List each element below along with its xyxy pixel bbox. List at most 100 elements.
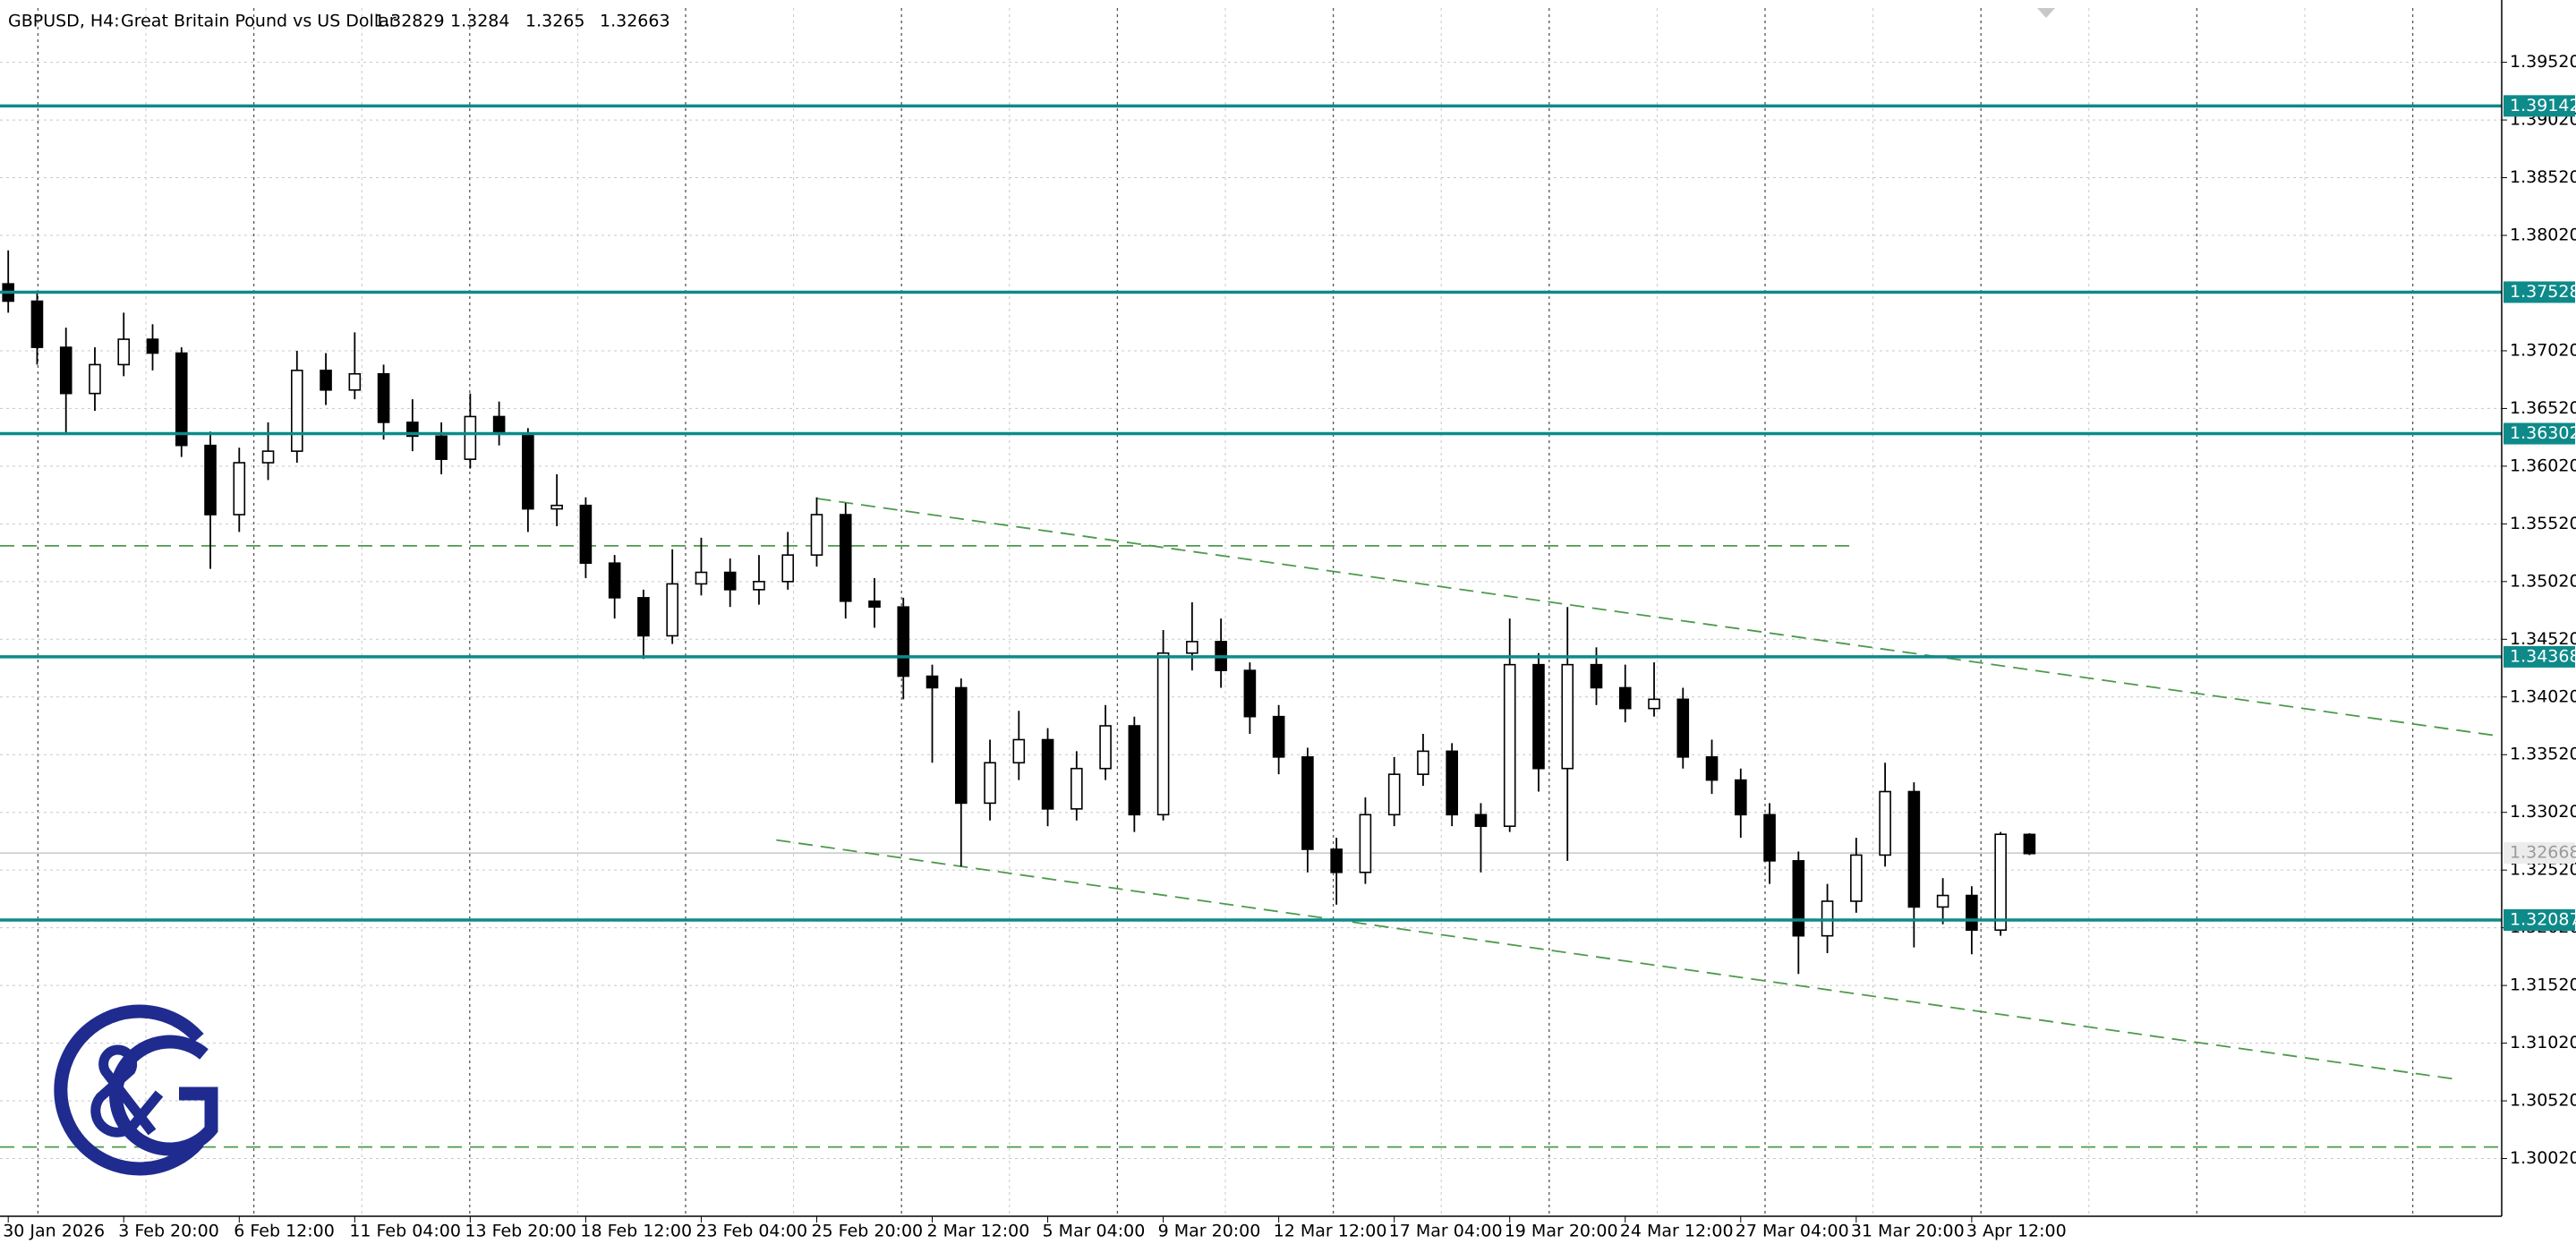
header-value: 1.3284: [450, 12, 509, 31]
candle-body: [1099, 725, 1112, 770]
y-tick-label: 1.33020: [2510, 802, 2576, 822]
candle-body: [1648, 698, 1660, 710]
x-tick-label: 24 Mar 12:00: [1620, 1222, 1734, 1241]
candle-body: [1474, 814, 1488, 827]
x-tick-label: 13 Feb 20:00: [465, 1222, 576, 1241]
candle-body: [175, 352, 188, 447]
candle-body: [320, 370, 332, 391]
x-tick-label: 30 Jan 2026: [3, 1222, 105, 1241]
candle-body: [695, 571, 708, 585]
y-tick-label: 1.30520: [2510, 1091, 2576, 1111]
grid: [0, 8, 2502, 1216]
candle-body: [608, 562, 621, 599]
level-label-box: [2503, 281, 2575, 303]
x-tick-label: 5 Mar 04:00: [1043, 1222, 1146, 1241]
description: Great Britain Pound vs US Dollar: [121, 12, 397, 31]
y-tick-label: 1.38020: [2510, 226, 2576, 245]
x-tick-label: 17 Mar 04:00: [1389, 1222, 1503, 1241]
x-tick-label: 27 Mar 04:00: [1736, 1222, 1849, 1241]
level-label: 1.39142: [2510, 96, 2576, 115]
shift-marker: [2037, 8, 2055, 18]
candle-body: [117, 338, 131, 366]
candle-body: [348, 372, 362, 391]
candle-body: [723, 571, 737, 591]
candle-body: [550, 504, 563, 510]
candle-body: [1763, 814, 1776, 862]
candle-body: [1966, 894, 1978, 932]
candle-body: [1792, 860, 1805, 937]
candle-body: [146, 338, 159, 354]
labels: 1.395201.390201.385201.380201.370201.365…: [3, 12, 2576, 1241]
candle-body: [1907, 790, 1921, 908]
logo-amp: [90, 1044, 164, 1137]
logo-ring: [54, 1004, 204, 1176]
candle-body: [1850, 854, 1863, 902]
candle-body: [2023, 833, 2036, 855]
logo: [54, 1004, 218, 1176]
level-label: 1.36302: [2510, 423, 2576, 443]
candle-body: [1994, 833, 2007, 932]
candle-body: [781, 554, 795, 583]
candle-body: [1156, 652, 1170, 816]
trend-line: [816, 498, 2501, 737]
candle-body: [464, 415, 477, 460]
candle-body: [1618, 686, 1632, 710]
marks: [0, 104, 2502, 1148]
candle-body: [1243, 669, 1257, 718]
candle-body: [522, 432, 534, 510]
x-tick-label: 18 Feb 12:00: [580, 1222, 692, 1241]
level-label: 1.32087: [2510, 910, 2576, 930]
candle-body: [1532, 663, 1545, 770]
candle-body: [1417, 750, 1429, 775]
y-tick-label: 1.34020: [2510, 686, 2576, 706]
candle-body: [897, 606, 910, 677]
x-tick-label: 11 Feb 04:00: [349, 1222, 461, 1241]
level-label-box: [2503, 909, 2575, 932]
candle-body: [30, 300, 44, 348]
logo-g: [109, 1035, 218, 1156]
candle-body: [839, 514, 852, 602]
x-tick-label: 12 Mar 12:00: [1274, 1222, 1387, 1241]
candle-body: [810, 514, 823, 556]
y-tick-label: 1.39520: [2510, 52, 2576, 72]
candle-body: [1012, 738, 1026, 764]
y-tick-label: 1.37020: [2510, 340, 2576, 360]
candle-body: [1330, 848, 1343, 873]
candle-body: [1070, 767, 1083, 810]
y-tick-label: 1.30020: [2510, 1148, 2576, 1168]
candle-body: [579, 504, 593, 565]
y-tick-label: 1.38520: [2510, 167, 2576, 187]
candle-body: [89, 363, 101, 395]
y-tick-label: 1.36020: [2510, 456, 2576, 475]
y-tick-label: 1.31020: [2510, 1033, 2576, 1052]
candle-body: [1676, 698, 1690, 758]
candle-body: [1590, 663, 1603, 689]
candle-body: [1561, 663, 1574, 770]
candle-body: [435, 435, 448, 460]
y-tick-label: 1.35520: [2510, 514, 2576, 533]
header-value: 1.32829: [374, 12, 445, 31]
candle-body: [377, 372, 390, 423]
current-price-box: [2503, 842, 2575, 865]
candle-body: [984, 762, 996, 805]
header-value: 1.32663: [600, 12, 670, 31]
x-tick-label: 31 Mar 20:00: [1851, 1222, 1965, 1241]
x-tick-label: 19 Mar 20:00: [1505, 1222, 1618, 1241]
y-tick-label: 1.36520: [2510, 398, 2576, 418]
trend-line: [776, 839, 2454, 1080]
candle-body: [1387, 773, 1401, 816]
candle-body: [1272, 715, 1285, 758]
candle-body: [492, 415, 506, 435]
y-tick-label: 1.34520: [2510, 629, 2576, 649]
level-label: 1.34368: [2510, 646, 2576, 666]
candle-body: [1705, 756, 1719, 781]
candle-body: [925, 675, 939, 689]
x-tick-label: 9 Mar 20:00: [1158, 1222, 1261, 1241]
level-label-box: [2503, 95, 2575, 117]
candle-body: [954, 686, 968, 805]
y-tick-label: 1.31520: [2510, 976, 2576, 995]
candle-body: [1936, 894, 1949, 908]
candle-body: [1301, 756, 1314, 850]
